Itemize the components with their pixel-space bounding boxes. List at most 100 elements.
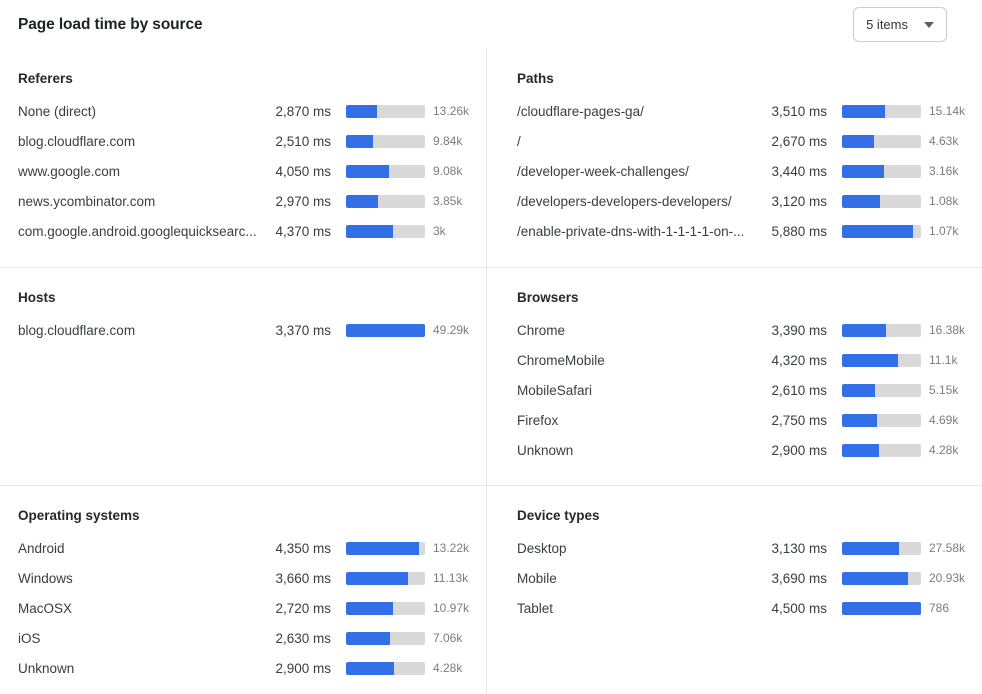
row-count: 20.93k: [929, 571, 966, 585]
metric-row: Mobile 3,690 ms 20.93k: [517, 563, 982, 593]
metric-row: Android 4,350 ms 13.22k: [18, 533, 486, 563]
row-label: None (direct): [18, 103, 97, 119]
bar-fill: [842, 353, 899, 367]
bar-track: [346, 661, 425, 675]
row-value: 3,440 ms: [771, 163, 827, 179]
bar-fill: [346, 541, 420, 555]
bar-track: [346, 631, 425, 645]
bar-track: [842, 443, 921, 457]
metric-row: /enable-private-dns-with-1-1-1-1-on-... …: [517, 216, 982, 246]
row-value: 2,900 ms: [771, 442, 827, 458]
metric-row: com.google.android.googlequicksearc... 4…: [18, 216, 486, 246]
row-value: 4,370 ms: [275, 223, 331, 239]
row-value: 3,690 ms: [771, 570, 827, 586]
bar-track: [346, 194, 425, 208]
metric-row: Tablet 4,500 ms 786: [517, 593, 982, 623]
bar-track: [842, 601, 921, 615]
bar-track: [842, 413, 921, 427]
metric-row: ChromeMobile 4,320 ms 11.1k: [517, 345, 982, 375]
metric-row: blog.cloudflare.com 3,370 ms 49.29k: [18, 315, 486, 345]
bar-fill: [842, 541, 899, 555]
bar-track: [346, 224, 425, 238]
row-label: iOS: [18, 630, 41, 646]
row-count: 4.28k: [929, 443, 959, 457]
bar-track: [842, 541, 921, 555]
items-count-value: 5 items: [866, 17, 908, 32]
row-value: 2,900 ms: [275, 660, 331, 676]
panel-operating-systems: Operating systems Android 4,350 ms 13.22…: [0, 485, 486, 694]
bar-track: [346, 164, 425, 178]
chevron-down-icon: [924, 21, 934, 28]
bar-fill: [842, 104, 886, 118]
row-label: Firefox: [517, 412, 559, 428]
bar-track: [842, 134, 921, 148]
bar-track: [842, 353, 921, 367]
row-value: 2,970 ms: [275, 193, 331, 209]
row-value: 5,880 ms: [771, 223, 827, 239]
row-count: 3.16k: [929, 164, 959, 178]
row-count: 10.97k: [433, 601, 470, 615]
metric-row: Unknown 2,900 ms 4.28k: [18, 653, 486, 683]
row-count: 3.85k: [433, 194, 463, 208]
row-label: Tablet: [517, 600, 554, 616]
row-count: 9.08k: [433, 164, 463, 178]
bar-track: [346, 323, 425, 337]
metric-row: Windows 3,660 ms 11.13k: [18, 563, 486, 593]
row-count: 4.63k: [929, 134, 959, 148]
metric-row: /cloudflare-pages-ga/ 3,510 ms 15.14k: [517, 96, 982, 126]
panel-title: Browsers: [517, 290, 579, 305]
bar-track: [842, 164, 921, 178]
row-value: 2,610 ms: [771, 382, 827, 398]
bar-track: [346, 601, 425, 615]
row-value: 2,870 ms: [275, 103, 331, 119]
bar-fill: [842, 571, 909, 585]
row-value: 4,320 ms: [771, 352, 827, 368]
bar-fill: [842, 134, 875, 148]
row-label: ChromeMobile: [517, 352, 605, 368]
row-label: Desktop: [517, 540, 567, 556]
row-label: /: [517, 133, 521, 149]
row-count: 1.08k: [929, 194, 959, 208]
row-count: 3k: [433, 224, 446, 238]
bar-fill: [346, 164, 390, 178]
metric-row: None (direct) 2,870 ms 13.26k: [18, 96, 486, 126]
row-value: 3,130 ms: [771, 540, 827, 556]
row-label: blog.cloudflare.com: [18, 133, 136, 149]
bar-track: [346, 571, 425, 585]
row-value: 3,370 ms: [275, 322, 331, 338]
row-count: 13.26k: [433, 104, 470, 118]
row-value: 2,510 ms: [275, 133, 331, 149]
bar-fill: [842, 383, 876, 397]
row-label: /cloudflare-pages-ga/: [517, 103, 644, 119]
row-count: 5.15k: [929, 383, 959, 397]
metric-row: www.google.com 4,050 ms 9.08k: [18, 156, 486, 186]
row-value: 3,120 ms: [771, 193, 827, 209]
row-count: 49.29k: [433, 323, 470, 337]
row-count: 16.38k: [929, 323, 966, 337]
bar-fill: [842, 224, 914, 238]
panel-title: Paths: [517, 71, 554, 86]
row-count: 11.13k: [433, 571, 469, 585]
panel-paths: Paths /cloudflare-pages-ga/ 3,510 ms 15.…: [486, 49, 982, 267]
metric-row: iOS 2,630 ms 7.06k: [18, 623, 486, 653]
row-label: www.google.com: [18, 163, 121, 179]
row-count: 7.06k: [433, 631, 463, 645]
row-label: news.ycombinator.com: [18, 193, 156, 209]
row-value: 3,660 ms: [275, 570, 331, 586]
row-label: MobileSafari: [517, 382, 593, 398]
row-value: 3,390 ms: [771, 322, 827, 338]
bar-fill: [842, 323, 887, 337]
panel-title: Referers: [18, 71, 73, 86]
bar-track: [842, 104, 921, 118]
items-count-select[interactable]: 5 items: [853, 7, 947, 42]
bar-track: [842, 571, 921, 585]
row-label: blog.cloudflare.com: [18, 322, 136, 338]
panel-title: Device types: [517, 508, 600, 523]
bar-track: [346, 134, 425, 148]
row-count: 786: [929, 601, 950, 615]
metric-row: Desktop 3,130 ms 27.58k: [517, 533, 982, 563]
panel-title: Operating systems: [18, 508, 140, 523]
panel-device-types: Device types Desktop 3,130 ms 27.58k Mob…: [486, 485, 982, 694]
page-title: Page load time by source: [18, 15, 203, 33]
row-label: Unknown: [18, 660, 75, 676]
